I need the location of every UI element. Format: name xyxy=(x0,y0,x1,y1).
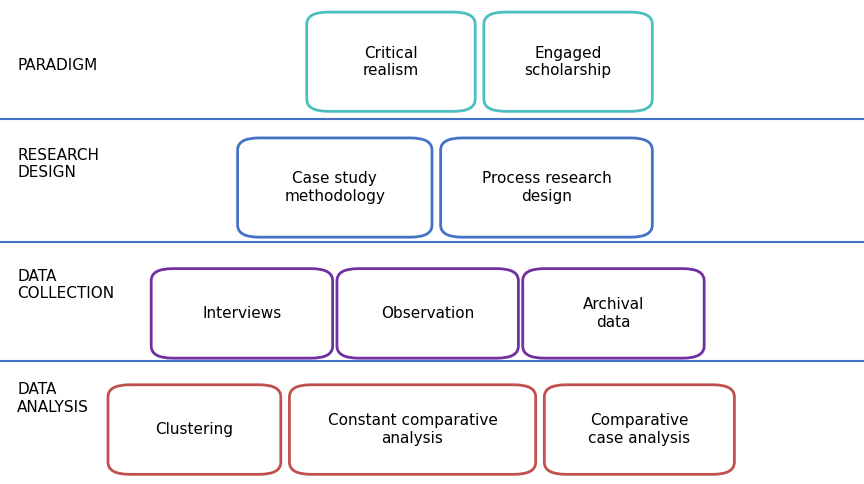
Text: RESEARCH
DESIGN: RESEARCH DESIGN xyxy=(17,148,99,180)
FancyBboxPatch shape xyxy=(238,138,432,237)
Text: Process research
design: Process research design xyxy=(481,171,612,204)
FancyBboxPatch shape xyxy=(441,138,652,237)
FancyBboxPatch shape xyxy=(484,12,652,111)
FancyBboxPatch shape xyxy=(544,385,734,474)
Text: Constant comparative
analysis: Constant comparative analysis xyxy=(327,413,498,446)
Text: PARADIGM: PARADIGM xyxy=(17,58,98,73)
FancyBboxPatch shape xyxy=(289,385,536,474)
Text: Interviews: Interviews xyxy=(202,306,282,321)
Text: DATA
ANALYSIS: DATA ANALYSIS xyxy=(17,382,89,415)
Text: Clustering: Clustering xyxy=(156,422,233,437)
FancyBboxPatch shape xyxy=(307,12,475,111)
Text: Observation: Observation xyxy=(381,306,474,321)
FancyBboxPatch shape xyxy=(151,269,333,358)
Text: Archival
data: Archival data xyxy=(582,297,645,330)
Text: Critical
realism: Critical realism xyxy=(363,45,419,78)
Text: Case study
methodology: Case study methodology xyxy=(284,171,385,204)
Text: Comparative
case analysis: Comparative case analysis xyxy=(588,413,690,446)
FancyBboxPatch shape xyxy=(108,385,281,474)
Text: DATA
COLLECTION: DATA COLLECTION xyxy=(17,269,114,301)
Text: Engaged
scholarship: Engaged scholarship xyxy=(524,45,612,78)
FancyBboxPatch shape xyxy=(523,269,704,358)
FancyBboxPatch shape xyxy=(337,269,518,358)
